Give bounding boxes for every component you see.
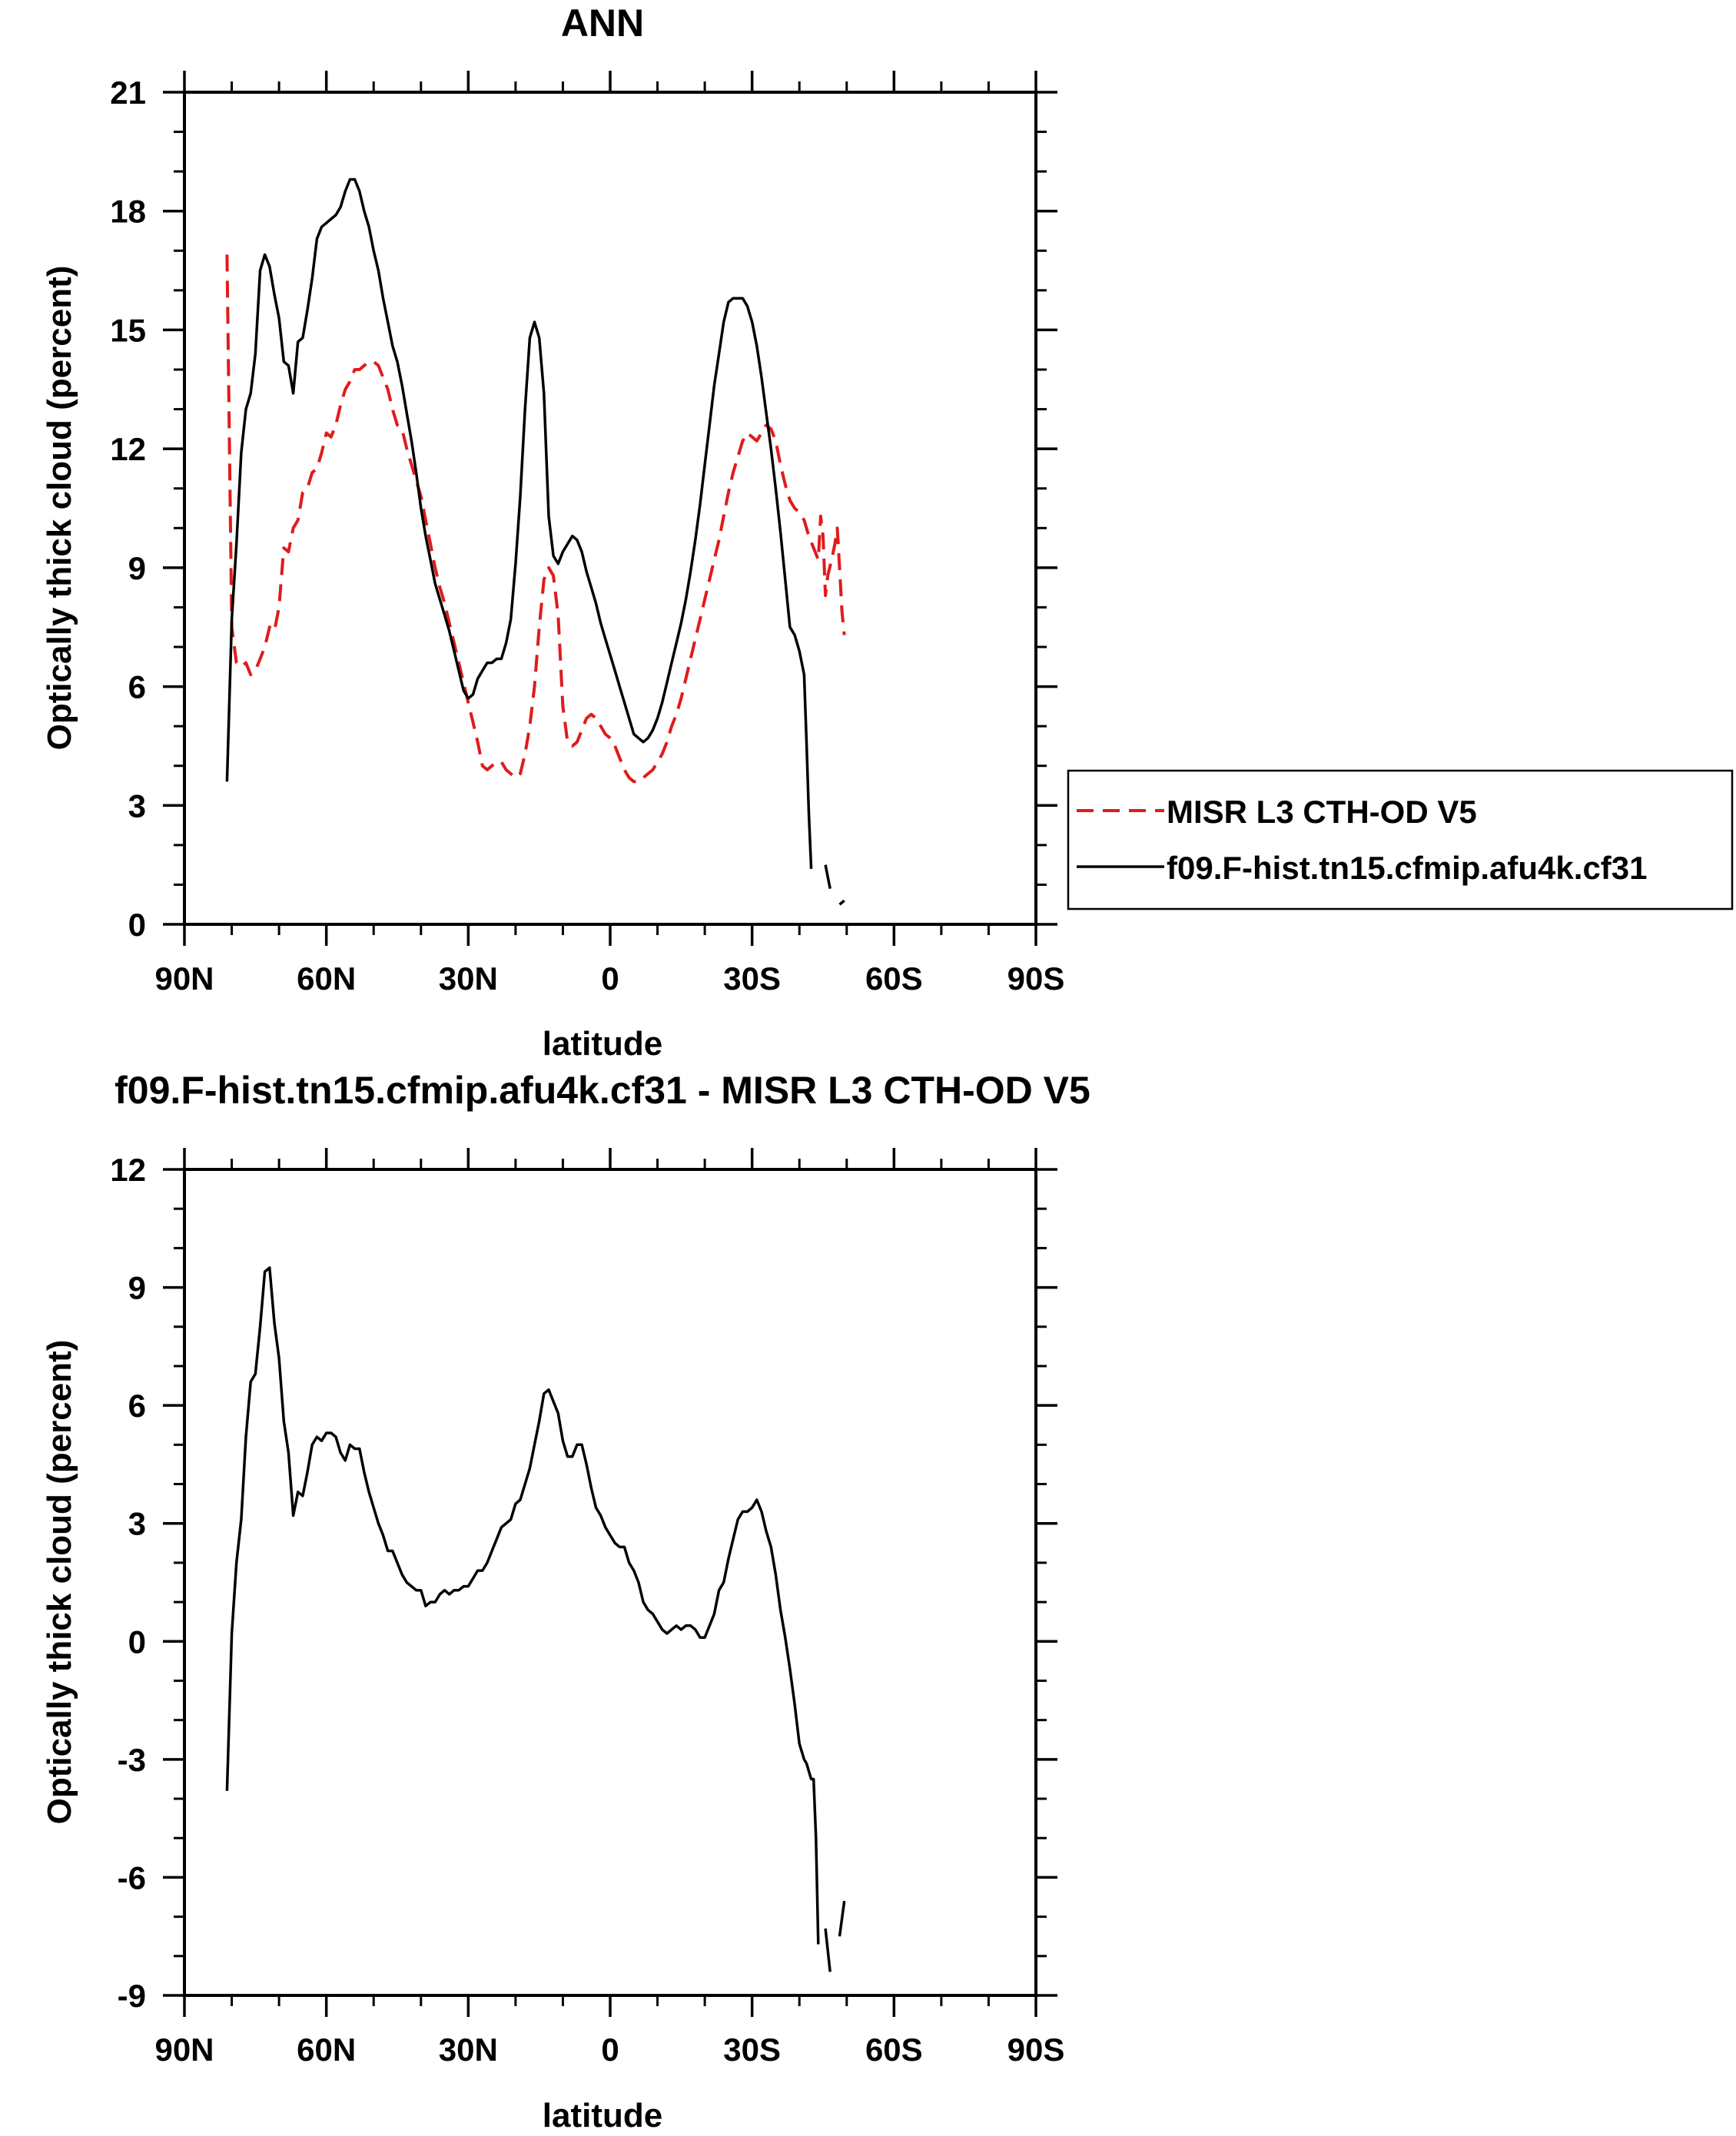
- x-tick-label: 90S: [1007, 2032, 1065, 2068]
- plot-frame: [183, 91, 1037, 926]
- model-series-line: [824, 1928, 831, 1972]
- x-tick-label: 30S: [723, 960, 781, 997]
- y-tick-label: 6: [128, 1388, 146, 1424]
- plot-lines: [225, 177, 846, 906]
- x-axis: 90N 60N 30N 0 30S 60S 90S: [154, 71, 1064, 997]
- model-series-line: [225, 177, 813, 869]
- x-tick-label: 90S: [1007, 960, 1065, 997]
- x-axis: 90N 60N 30N 0 30S 60S 90S: [154, 1148, 1064, 2068]
- y-tick-label: 3: [128, 788, 146, 824]
- y-tick-label: 12: [110, 431, 146, 467]
- y-tick-label: 9: [128, 550, 146, 586]
- x-axis-label: latitude: [543, 1025, 662, 1063]
- x-tick-label: 30S: [723, 2032, 781, 2068]
- y-tick-label: -9: [118, 1978, 146, 2014]
- model-series-line: [838, 899, 845, 906]
- chart-title: f09.F-hist.tn15.cfmip.afu4k.cf31 - MISR …: [115, 1069, 1090, 1112]
- zonal-mean-panel: ANN 0 3 6 9 12 15 18 21 90N 60N 30N 0 30S 60S 90S lat…: [41, 2, 1734, 1063]
- x-tick-label: 30N: [439, 960, 498, 997]
- y-tick-label: -3: [118, 1742, 146, 1778]
- x-axis-label: latitude: [543, 2097, 662, 2134]
- y-tick-label: 3: [128, 1506, 146, 1542]
- x-tick-label: 0: [601, 2032, 619, 2068]
- obs-series-line: [225, 254, 846, 784]
- x-tick-label: 0: [601, 960, 619, 997]
- y-axis-label: Optically thick cloud (percent): [41, 1340, 78, 1825]
- x-tick-label: 60S: [865, 2032, 923, 2068]
- y-tick-label: -6: [118, 1859, 146, 1896]
- y-axis: -9 -6 -3 0 3 6 9 12: [110, 1152, 1057, 2014]
- chart-title: ANN: [561, 2, 644, 45]
- difference-panel: f09.F-hist.tn15.cfmip.afu4k.cf31 - MISR …: [41, 1069, 1090, 2134]
- y-tick-label: 0: [128, 907, 146, 943]
- y-axis-label: Optically thick cloud (percent): [41, 266, 78, 751]
- x-tick-label: 90N: [154, 2032, 214, 2068]
- model-series-line: [225, 1266, 820, 1945]
- y-tick-label: 9: [128, 1270, 146, 1306]
- y-tick-label: 15: [110, 312, 146, 348]
- y-tick-label: 21: [110, 75, 146, 111]
- model-series-line: [838, 1900, 846, 1937]
- x-tick-label: 30N: [439, 2032, 498, 2068]
- x-tick-label: 90N: [154, 960, 214, 997]
- legend-label-obs: MISR L3 CTH-OD V5: [1167, 794, 1477, 830]
- legend-box: [1067, 769, 1734, 910]
- y-tick-label: 12: [110, 1152, 146, 1188]
- plot-frame: [183, 1168, 1037, 1997]
- x-tick-label: 60N: [297, 960, 356, 997]
- legend-label-model: f09.F-hist.tn15.cfmip.afu4k.cf31: [1167, 850, 1648, 886]
- legend: MISR L3 CTH-OD V5 f09.F-hist.tn15.cfmip.…: [1067, 769, 1734, 910]
- plot-lines: [225, 1266, 846, 1972]
- y-tick-label: 6: [128, 669, 146, 705]
- y-tick-label: 18: [110, 194, 146, 230]
- y-axis: 0 3 6 9 12 15 18 21: [110, 75, 1057, 943]
- x-tick-label: 60N: [297, 2032, 356, 2068]
- y-tick-label: 0: [128, 1624, 146, 1660]
- x-tick-label: 60S: [865, 960, 923, 997]
- model-series-line: [824, 864, 831, 889]
